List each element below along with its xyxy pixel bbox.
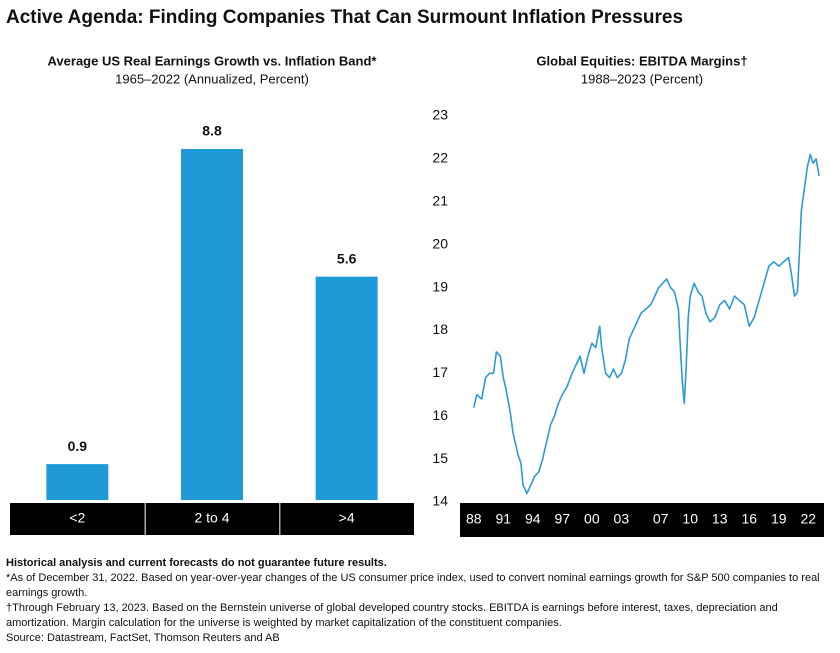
- value-label: 5.6: [337, 250, 357, 266]
- x-tick-label: 00: [584, 511, 600, 527]
- line-series: [472, 153, 820, 495]
- category-band: [10, 503, 145, 535]
- x-tick-label: 16: [741, 511, 757, 527]
- bar: [181, 149, 243, 500]
- source: Source: Datastream, FactSet, Thomson Reu…: [6, 632, 280, 644]
- x-tick-label: 13: [712, 511, 728, 527]
- x-tick-label: 03: [614, 511, 630, 527]
- bar: [315, 276, 378, 500]
- y-tick-label: 22: [432, 150, 448, 166]
- y-tick-label: 23: [432, 107, 448, 123]
- chart: Active Agenda: Finding Companies That Ca…: [6, 7, 824, 537]
- y-tick-label: 16: [432, 407, 448, 423]
- x-tick-label: 07: [653, 511, 669, 527]
- x-tick-label: >4: [339, 510, 355, 526]
- y-tick-label: 14: [432, 493, 448, 509]
- footnote: †Through February 13, 2023. Based on the…: [6, 602, 778, 629]
- y-tick-label: 20: [432, 235, 448, 251]
- chart-subtitle: 1988–2023 (Percent): [581, 71, 703, 86]
- x-axis-band: [460, 503, 824, 537]
- bar: [46, 464, 109, 500]
- chart-title: Average US Real Earnings Growth vs. Infl…: [48, 53, 378, 68]
- y-tick-label: 15: [432, 450, 448, 466]
- x-tick-label: 2 to 4: [194, 510, 229, 526]
- page-title: Active Agenda: Finding Companies That Ca…: [6, 7, 683, 28]
- footnote: *As of December 31, 2022. Based on year-…: [6, 572, 820, 599]
- disclaimer: Historical analysis and current forecast…: [6, 557, 387, 569]
- y-tick-label: 19: [432, 278, 448, 294]
- x-tick-label: 91: [495, 511, 511, 527]
- footnotes: Historical analysis and current forecast…: [6, 556, 834, 646]
- x-tick-label: 94: [525, 511, 541, 527]
- value-label: 8.8: [202, 123, 222, 139]
- x-tick-label: 22: [800, 511, 816, 527]
- y-tick-label: 21: [432, 192, 448, 208]
- x-tick-label: 19: [771, 511, 787, 527]
- x-tick-label: 97: [555, 511, 571, 527]
- y-tick-label: 17: [432, 364, 448, 380]
- chart-title: Global Equities: EBITDA Margins†: [536, 53, 747, 68]
- category-band: [145, 503, 280, 535]
- value-label: 0.9: [68, 438, 88, 454]
- x-tick-label: 88: [466, 511, 482, 527]
- category-band: [280, 503, 414, 535]
- y-tick-label: 18: [432, 321, 448, 337]
- x-tick-label: <2: [69, 510, 85, 526]
- x-tick-label: 10: [682, 511, 698, 527]
- chart-subtitle: 1965–2022 (Annualized, Percent): [115, 71, 309, 86]
